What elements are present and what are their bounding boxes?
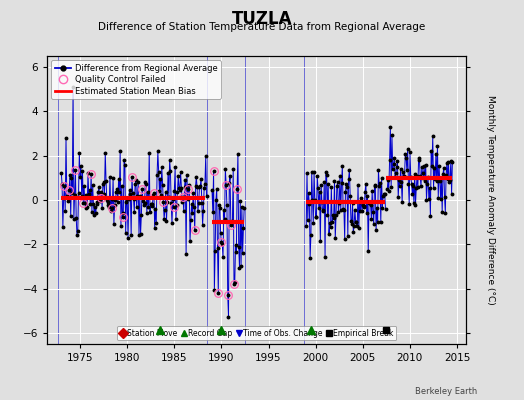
Text: Difference of Station Temperature Data from Regional Average: Difference of Station Temperature Data f… — [99, 22, 425, 32]
Text: Berkeley Earth: Berkeley Earth — [414, 387, 477, 396]
Text: TUZLA: TUZLA — [232, 10, 292, 28]
Y-axis label: Monthly Temperature Anomaly Difference (°C): Monthly Temperature Anomaly Difference (… — [486, 95, 496, 305]
Legend: Station Move, Record Gap, Time of Obs. Change, Empirical Break: Station Move, Record Gap, Time of Obs. C… — [117, 326, 397, 340]
